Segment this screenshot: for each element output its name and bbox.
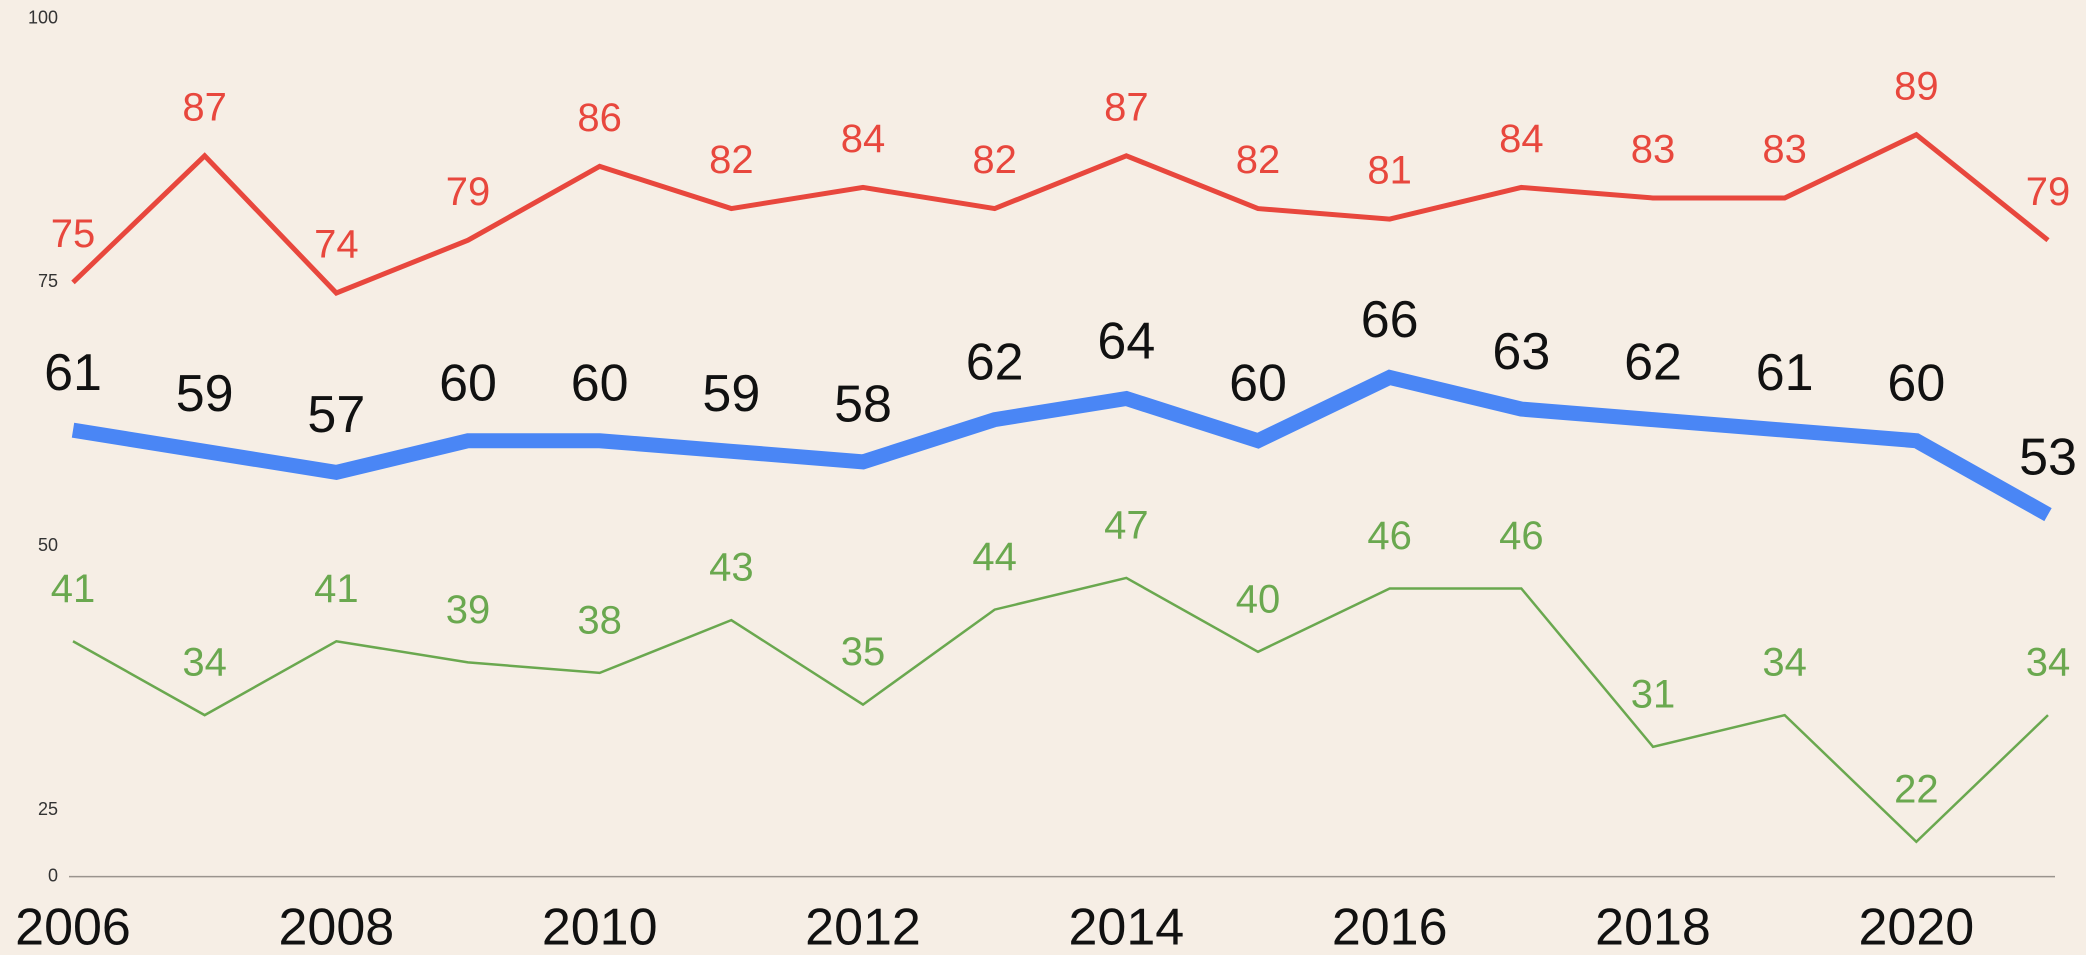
y-tick-label: 75 xyxy=(38,271,58,291)
data-label: 47 xyxy=(1104,503,1149,547)
y-tick-label: 0 xyxy=(48,865,58,885)
y-tick-label: 50 xyxy=(38,535,58,555)
data-label: 38 xyxy=(577,598,622,642)
data-label: 89 xyxy=(1894,64,1939,108)
data-label: 79 xyxy=(2026,170,2071,214)
data-label: 82 xyxy=(1236,138,1281,182)
x-tick-label: 2006 xyxy=(15,899,131,955)
data-label: 61 xyxy=(1756,344,1814,402)
series-line xyxy=(72,576,2049,844)
x-tick-label: 2018 xyxy=(1595,899,1711,955)
data-label: 46 xyxy=(1367,514,1412,558)
x-tick-label: 2014 xyxy=(1068,899,1184,955)
y-tick-label: 100 xyxy=(28,7,58,27)
data-label: 53 xyxy=(2019,428,2077,486)
data-label: 35 xyxy=(841,630,886,674)
y-tick-label: 25 xyxy=(38,799,58,819)
x-tick-label: 2008 xyxy=(278,899,394,955)
data-label: 59 xyxy=(176,365,234,423)
data-label: 58 xyxy=(834,376,892,434)
data-label: 64 xyxy=(1097,312,1155,370)
data-label: 86 xyxy=(577,96,622,140)
data-label: 82 xyxy=(709,138,754,182)
data-label: 81 xyxy=(1367,149,1412,193)
data-label: 87 xyxy=(1104,85,1149,129)
data-label: 34 xyxy=(1762,641,1807,685)
x-tick-label: 2010 xyxy=(542,899,658,955)
x-tick-label: 2012 xyxy=(805,899,921,955)
series-line xyxy=(71,131,2050,296)
data-label: 61 xyxy=(44,344,102,402)
x-tick-label: 2020 xyxy=(1858,899,1974,955)
data-label: 63 xyxy=(1492,323,1550,381)
data-label: 62 xyxy=(1624,333,1682,391)
data-label: 62 xyxy=(966,333,1024,391)
data-label: 87 xyxy=(182,85,227,129)
data-label: 60 xyxy=(1229,354,1287,412)
data-label: 84 xyxy=(1499,117,1544,161)
data-label: 41 xyxy=(51,567,96,611)
series-line xyxy=(71,369,2052,522)
data-label: 40 xyxy=(1236,577,1281,621)
data-label: 57 xyxy=(307,386,365,444)
data-label: 83 xyxy=(1762,128,1807,172)
data-label: 31 xyxy=(1631,672,1676,716)
data-label: 59 xyxy=(702,365,760,423)
data-label: 60 xyxy=(571,354,629,412)
data-label: 34 xyxy=(2026,641,2071,685)
data-label: 43 xyxy=(709,546,754,590)
data-label: 79 xyxy=(446,170,491,214)
data-label: 84 xyxy=(841,117,886,161)
data-label: 60 xyxy=(1887,354,1945,412)
data-label: 44 xyxy=(972,535,1017,579)
data-label: 39 xyxy=(446,588,491,632)
data-label: 22 xyxy=(1894,767,1939,811)
data-label: 34 xyxy=(182,641,227,685)
data-label: 66 xyxy=(1361,291,1419,349)
data-label: 60 xyxy=(439,354,497,412)
data-label: 82 xyxy=(972,138,1017,182)
data-label: 41 xyxy=(314,567,359,611)
data-label: 74 xyxy=(314,223,359,267)
data-label: 75 xyxy=(51,212,96,256)
data-label: 83 xyxy=(1631,128,1676,172)
data-label: 46 xyxy=(1499,514,1544,558)
x-tick-label: 2016 xyxy=(1332,899,1448,955)
